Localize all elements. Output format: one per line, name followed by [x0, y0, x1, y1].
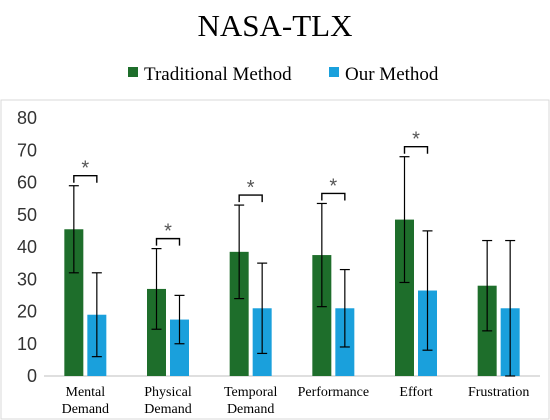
bar — [147, 288, 166, 376]
y-tick-label: 10 — [17, 334, 37, 354]
x-tick-label: Demand — [227, 402, 274, 417]
error-bars — [68, 156, 516, 377]
chart-border — [0, 99, 550, 420]
legend-label: Our Method — [345, 64, 439, 85]
x-tick-label: Physical — [144, 385, 192, 400]
legend-swatch — [329, 67, 339, 77]
significance-bracket — [238, 194, 263, 203]
bar — [395, 219, 414, 376]
significance-bracket — [321, 192, 346, 201]
significance-bracket — [73, 175, 98, 183]
significance-star: * — [247, 177, 255, 199]
significance-star: * — [412, 129, 420, 151]
bar — [64, 229, 84, 376]
x-tick-label: Demand — [62, 402, 109, 417]
significance-star: * — [81, 158, 89, 180]
x-tick-label: Temporal — [224, 385, 278, 400]
plot-frame — [0, 99, 550, 420]
significance-bracket — [403, 146, 429, 154]
y-tick-label: 30 — [17, 269, 37, 289]
legend-label: Traditional Method — [144, 64, 292, 85]
significance-bracket — [155, 237, 181, 246]
y-tick-label: 80 — [17, 108, 37, 128]
significance-star: * — [164, 221, 172, 243]
y-tick-label: 60 — [17, 173, 37, 193]
x-tick-label: Effort — [399, 385, 432, 400]
x-tick-label: Demand — [144, 402, 191, 417]
bar — [229, 251, 249, 376]
x-axis: Mental Demand Physical Demand Temporal Demand… — [62, 385, 530, 417]
y-axis: 0 10 20 30 40 50 60 70 80 — [17, 108, 37, 386]
x-tick-label: Performance — [298, 385, 370, 400]
bar — [312, 255, 332, 376]
x-tick-label: Mental — [66, 385, 106, 400]
significance-star: * — [329, 175, 337, 197]
x-tick-label: Frustration — [468, 385, 529, 400]
legend: Traditional Method Our Method — [128, 64, 439, 85]
legend-swatch — [128, 67, 138, 77]
y-tick-label: 40 — [17, 237, 37, 257]
y-tick-label: 50 — [17, 205, 37, 225]
significance-markers: * * * * * — [73, 129, 429, 246]
y-tick-label: 20 — [17, 302, 37, 322]
chart-title: NASA-TLX — [198, 8, 353, 43]
y-tick-label: 70 — [17, 140, 37, 160]
bars — [64, 219, 520, 376]
bar — [170, 319, 189, 376]
y-tick-label: 0 — [27, 366, 37, 386]
